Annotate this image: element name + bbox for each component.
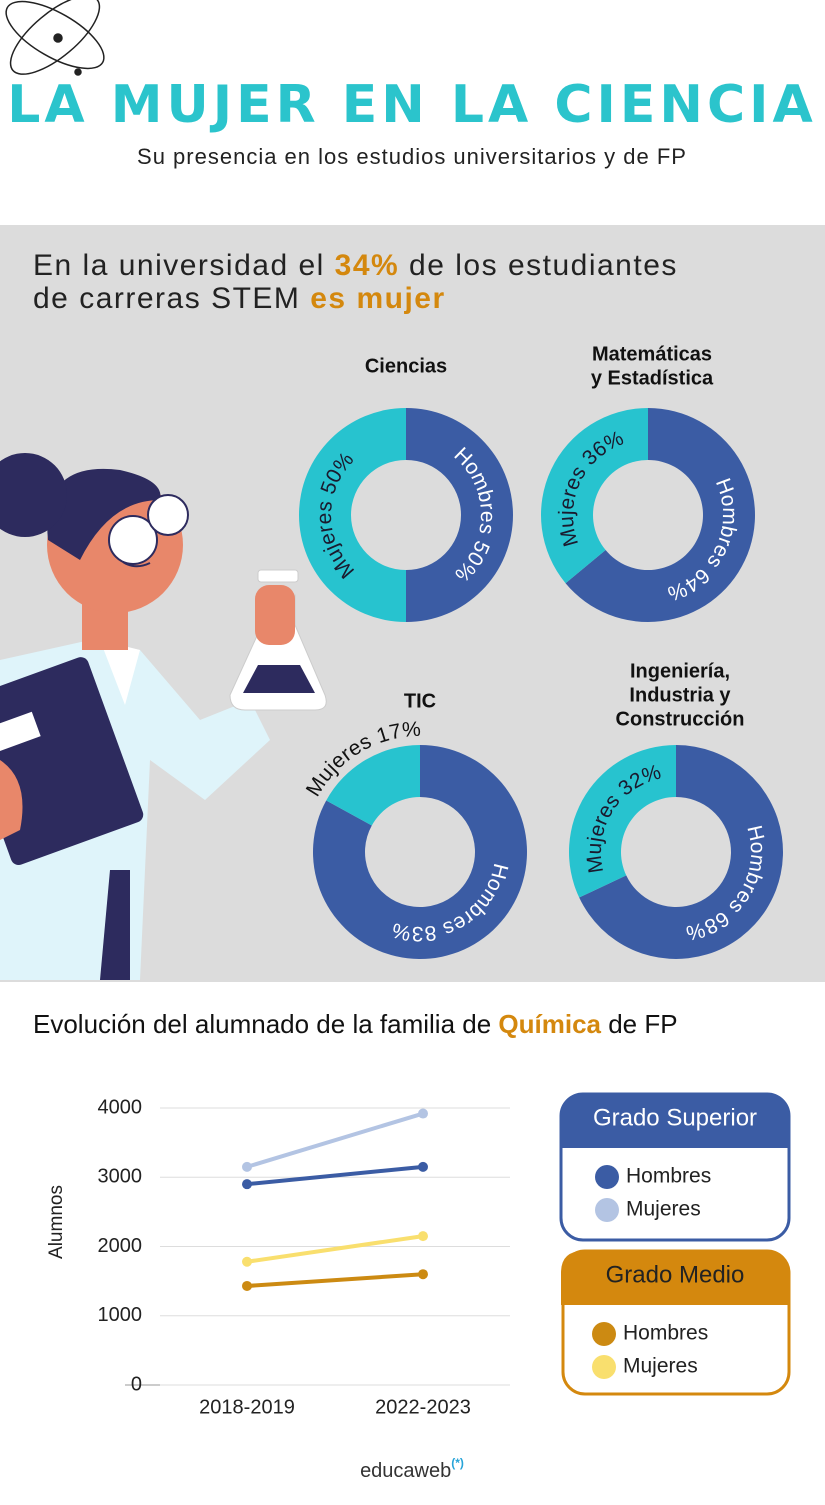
- brand: educaweb: [360, 1460, 451, 1482]
- donut-title: TIC: [404, 690, 436, 712]
- headline-highlight: es mujer: [310, 282, 445, 315]
- data-point: [242, 1280, 252, 1291]
- y-tick-label: 3000: [98, 1166, 143, 1188]
- donut-segment: [406, 408, 513, 622]
- legend-swatch: [592, 1322, 616, 1346]
- headline-text: de carreras STEM: [33, 282, 310, 315]
- legend-swatch: [592, 1355, 616, 1379]
- legend-swatch: [595, 1165, 619, 1189]
- donut-title: Matemáticas: [592, 343, 712, 365]
- legend-label: Hombres: [623, 1322, 708, 1345]
- donut-title: Ciencias: [365, 355, 447, 377]
- y-axis-label: Alumnos: [46, 1185, 67, 1259]
- y-tick-label: 1000: [98, 1304, 143, 1326]
- donut-segment: [312, 745, 527, 959]
- y-tick-label: 2000: [98, 1235, 143, 1257]
- legend-group-title: Grado Superior: [593, 1104, 757, 1131]
- chart-title-part: Evolución del alumnado de la familia de: [33, 1009, 498, 1039]
- data-line: [246, 1234, 424, 1264]
- legend-swatch: [595, 1198, 619, 1222]
- data-point: [242, 1256, 252, 1267]
- legend-label: Mujeres: [626, 1198, 701, 1221]
- chart-title-part: Química: [498, 1009, 601, 1039]
- donut-segment: [299, 408, 406, 622]
- legend-label: Hombres: [626, 1165, 711, 1188]
- donut-segment: [540, 408, 648, 584]
- y-tick-label: 4000: [98, 1096, 143, 1118]
- footer-brand: educaweb(*): [360, 1456, 464, 1482]
- brand-mark: (*): [451, 1456, 464, 1470]
- donut-title: Industria y: [629, 684, 731, 706]
- donut-title: Construcción: [616, 708, 745, 730]
- y-tick-label: 0: [131, 1373, 142, 1395]
- x-tick-label: 2022-2023: [375, 1396, 471, 1418]
- donut-segment: [565, 407, 755, 622]
- main-title: LA MUJER EN LA CIENCIA: [7, 75, 816, 135]
- data-point: [418, 1269, 428, 1280]
- data-line: [246, 1164, 424, 1187]
- donut-title: Ingeniería,: [630, 660, 730, 682]
- chart-title: Evolución del alumnado de la familia de …: [33, 1009, 678, 1039]
- headline-line: de carreras STEM es mujer: [33, 282, 446, 315]
- data-point: [418, 1231, 428, 1242]
- headline-text: En la universidad el: [33, 249, 335, 282]
- x-tick-label: 2018-2019: [199, 1396, 295, 1418]
- scientist-illustration: [0, 453, 327, 980]
- data-point: [418, 1161, 428, 1172]
- donut-segment: [579, 745, 783, 960]
- legend-header: [561, 1094, 789, 1148]
- data-point: [242, 1161, 252, 1172]
- data-line: [246, 1272, 424, 1288]
- headline-text: de los estudiantes: [399, 249, 678, 282]
- legend-group-title: Grado Medio: [606, 1261, 745, 1288]
- legend-header: [561, 1251, 789, 1305]
- data-line: [246, 1111, 424, 1169]
- atom-icon: [5, 0, 105, 76]
- donut-segment: [569, 745, 676, 898]
- headline-highlight: 34%: [335, 249, 400, 282]
- subtitle: Su presencia en los estudios universitar…: [137, 144, 687, 169]
- headline-line: En la universidad el 34% de los estudian…: [33, 249, 678, 282]
- chart-title-part: de FP: [601, 1009, 678, 1039]
- donut-segment: [326, 745, 420, 826]
- data-point: [242, 1179, 252, 1190]
- legend-label: Mujeres: [623, 1355, 698, 1378]
- data-point: [418, 1108, 428, 1119]
- donut-title: y Estadística: [591, 367, 714, 389]
